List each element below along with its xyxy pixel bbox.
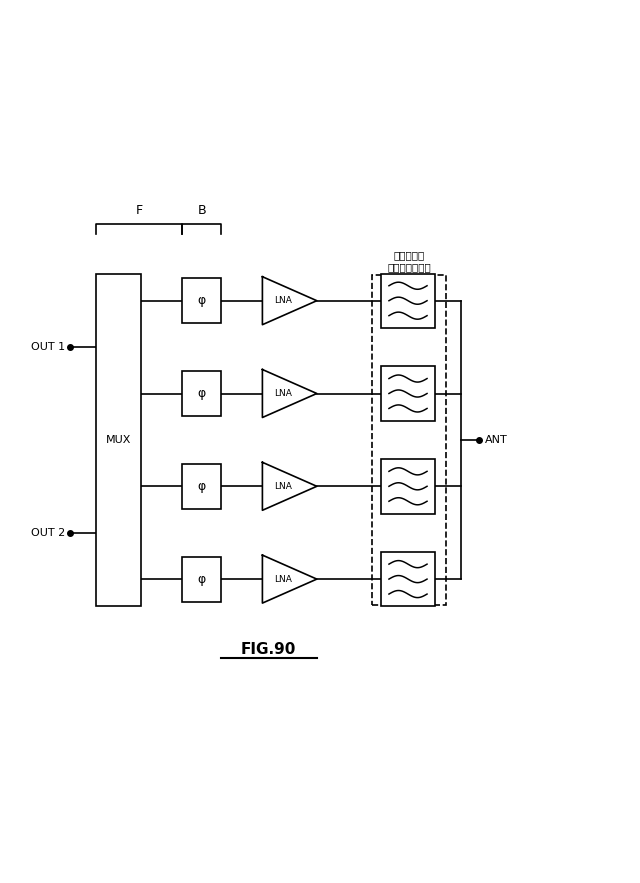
Text: ANT: ANT bbox=[485, 435, 508, 445]
Text: φ: φ bbox=[198, 294, 205, 307]
Text: F: F bbox=[136, 205, 143, 217]
Text: LNA: LNA bbox=[274, 482, 292, 491]
Text: FIG.90: FIG.90 bbox=[241, 642, 296, 657]
Text: OUT 1: OUT 1 bbox=[31, 342, 65, 352]
Bar bbox=[96, 274, 141, 607]
Bar bbox=[182, 371, 221, 416]
Bar bbox=[182, 278, 221, 323]
Bar bbox=[182, 464, 221, 509]
Text: LNA: LNA bbox=[274, 296, 292, 306]
Bar bbox=[381, 459, 435, 514]
Text: φ: φ bbox=[198, 479, 205, 493]
Text: マルチプレクサ: マルチプレクサ bbox=[387, 262, 431, 272]
Text: フィルタ／: フィルタ／ bbox=[394, 251, 425, 260]
Text: LNA: LNA bbox=[274, 389, 292, 398]
Bar bbox=[381, 552, 435, 607]
Text: φ: φ bbox=[198, 387, 205, 400]
Bar bbox=[381, 366, 435, 420]
Text: OUT 2: OUT 2 bbox=[31, 528, 65, 538]
Text: MUX: MUX bbox=[106, 435, 131, 445]
Text: LNA: LNA bbox=[274, 575, 292, 584]
Bar bbox=[381, 274, 435, 328]
Bar bbox=[182, 556, 221, 601]
Bar bbox=[372, 275, 446, 605]
Text: B: B bbox=[197, 205, 206, 217]
Text: φ: φ bbox=[198, 572, 205, 585]
